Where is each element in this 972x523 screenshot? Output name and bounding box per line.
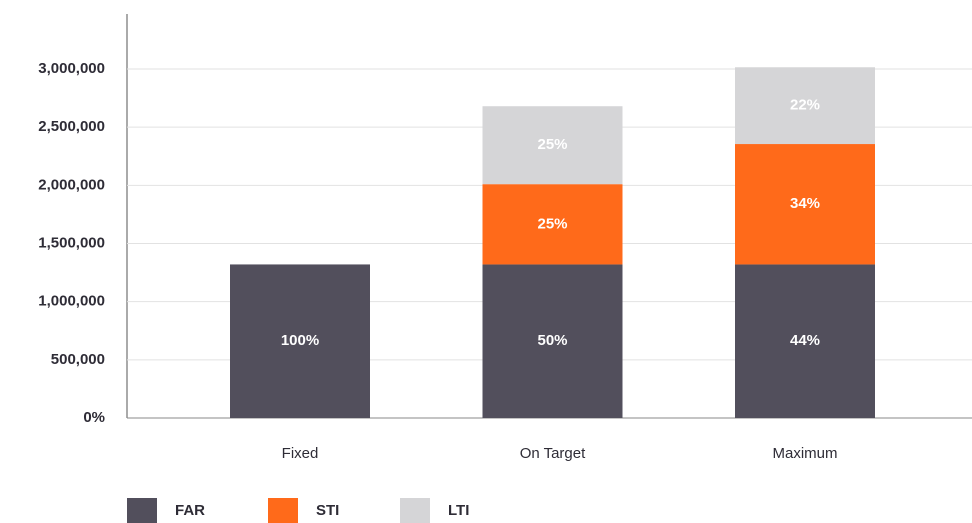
x-tick-label: Fixed <box>282 445 319 462</box>
share-label: 100% <box>281 332 319 349</box>
legend-swatch <box>268 498 298 523</box>
y-tick-label: 3,000,000 <box>38 60 105 77</box>
y-tick-label: 1,000,000 <box>38 293 105 310</box>
share-label: 25% <box>537 215 567 232</box>
y-tick-label: 2,500,000 <box>38 118 105 135</box>
share-label: 25% <box>537 136 567 153</box>
bar-segment <box>482 264 623 418</box>
legend-swatch <box>127 498 157 523</box>
share-label: 34% <box>790 195 820 212</box>
legend-label: LTI <box>448 502 469 519</box>
legend-label: FAR <box>175 502 205 519</box>
bar-segment <box>735 264 875 418</box>
share-label: 50% <box>537 332 567 349</box>
y-tick-label: 0% <box>83 409 105 426</box>
bar-segment <box>482 184 623 265</box>
y-tick-label: 1,500,000 <box>38 234 105 251</box>
bar-segment <box>230 264 370 418</box>
legend-swatch <box>400 498 430 523</box>
bar-segment <box>482 106 623 185</box>
x-tick-label: Maximum <box>772 445 837 462</box>
bar-segment <box>735 144 875 265</box>
y-tick-label: 2,000,000 <box>38 176 105 193</box>
legend-label: STI <box>316 502 339 519</box>
x-tick-label: On Target <box>520 445 586 462</box>
bar-segment <box>735 67 875 145</box>
y-tick-label: 500,000 <box>51 351 105 368</box>
share-label: 44% <box>790 332 820 349</box>
share-label: 22% <box>790 97 820 114</box>
